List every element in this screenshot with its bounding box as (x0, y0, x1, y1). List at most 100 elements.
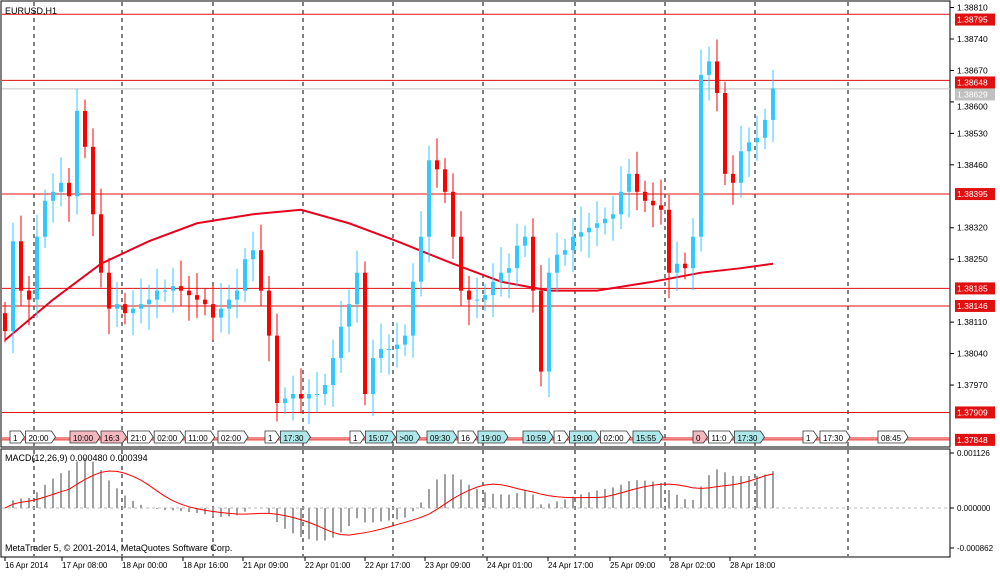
candle-body (323, 385, 327, 395)
y-tick-label: 1.38250 (957, 254, 988, 264)
event-marker (522, 430, 554, 444)
event-marker (569, 430, 600, 444)
event-label: 0 (696, 434, 701, 443)
candle-body (291, 394, 295, 399)
candle-body (507, 268, 511, 273)
price-level-tag (955, 282, 995, 295)
event-label: 1 (557, 434, 562, 443)
candle-body (459, 236, 463, 291)
price-level-tag (955, 433, 995, 446)
candle-body (491, 281, 495, 296)
candle-body (475, 299, 479, 301)
candle-body (395, 344, 399, 350)
candle-body (539, 290, 543, 372)
candle-body (235, 290, 239, 300)
x-tick-label: 24 Apr 01:00 (487, 561, 533, 570)
candle-body (691, 236, 695, 269)
candle-body (627, 173, 631, 192)
event-marker (877, 430, 909, 444)
candle-body (763, 119, 767, 138)
event-marker (692, 430, 708, 444)
candle-body (267, 290, 271, 336)
candle-body (27, 290, 31, 300)
event-marker (708, 430, 734, 444)
candle-body (259, 250, 263, 291)
macd-tick-label: 0.001126 (957, 449, 990, 458)
event-label: >00 (399, 434, 413, 443)
candle-body (155, 290, 159, 300)
candle-body (707, 61, 711, 75)
event-label: 02:00 (604, 434, 625, 443)
y-tick-label: 1.38600 (957, 101, 988, 111)
event-marker (396, 430, 421, 444)
y-tick-label: 1.38670 (957, 65, 988, 75)
candle-body (467, 290, 471, 300)
candle-body (147, 299, 151, 305)
candle-body (571, 236, 575, 251)
candle-body (387, 349, 391, 351)
x-tick-label: 25 Apr 09:00 (610, 561, 656, 570)
macd-signal-line (4, 470, 774, 536)
candle-body (731, 173, 735, 183)
x-tick-label: 18 Apr 00:00 (122, 561, 168, 570)
event-marker (349, 430, 365, 444)
candle-body (603, 218, 607, 224)
candle-body (51, 191, 55, 201)
price-level-tag (955, 188, 995, 201)
candle-body (307, 394, 311, 399)
price-level-label: 1.38395 (957, 189, 988, 199)
candle-body (163, 290, 167, 292)
candle-body (523, 236, 527, 246)
event-marker (819, 430, 851, 444)
candle-body (587, 227, 591, 233)
x-tick-label: 21 Apr 09:00 (243, 561, 289, 570)
event-marker (600, 430, 632, 444)
candle-body (283, 398, 287, 404)
candle-body (11, 241, 15, 332)
candle-body (19, 241, 23, 291)
candle-body (723, 92, 727, 174)
candle-body (355, 272, 359, 305)
price-level-tag (955, 13, 995, 26)
event-marker (457, 430, 478, 444)
candle-body (203, 299, 207, 305)
candle-body (419, 236, 423, 282)
event-label: 15:07 (368, 434, 389, 443)
event-label: 15:55 (636, 434, 657, 443)
candle-body (195, 295, 199, 300)
macd-tick-label: 0.000000 (957, 504, 991, 513)
bid-label: 1.38629 (957, 89, 988, 99)
price-level-tag (955, 299, 995, 312)
candle-body (243, 259, 247, 291)
x-tick-label: 22 Apr 17:00 (365, 561, 411, 570)
candle-body (699, 74, 703, 237)
bid-tag (955, 88, 995, 101)
main-pane (0, 0, 951, 448)
event-label: 1 (13, 434, 18, 443)
x-tick-label: 24 Apr 17:00 (548, 561, 594, 570)
event-marker (127, 430, 154, 444)
event-label: 16:3 (104, 434, 120, 443)
candle-body (315, 394, 319, 396)
event-label: 1 (353, 434, 358, 443)
candle-body (411, 281, 415, 336)
candle-body (443, 169, 447, 192)
candle-body (35, 236, 39, 300)
price-level-label: 1.37848 (957, 435, 988, 445)
candle-body (579, 232, 583, 237)
candle-body (139, 304, 143, 309)
event-marker (69, 430, 101, 444)
x-tick-label: 17 Apr 08:00 (62, 561, 108, 570)
x-tick-label: 16 Apr 2014 (5, 561, 49, 570)
candle-body (611, 214, 615, 219)
event-marker (100, 430, 128, 444)
price-level-label: 1.38795 (957, 15, 988, 25)
candle-body (75, 110, 79, 197)
candle-body (739, 151, 743, 183)
event-marker (280, 430, 311, 444)
candle-body (715, 61, 719, 93)
x-tick-label: 28 Apr 02:00 (670, 561, 716, 570)
macd-tick-label: -0.000862 (957, 544, 994, 553)
